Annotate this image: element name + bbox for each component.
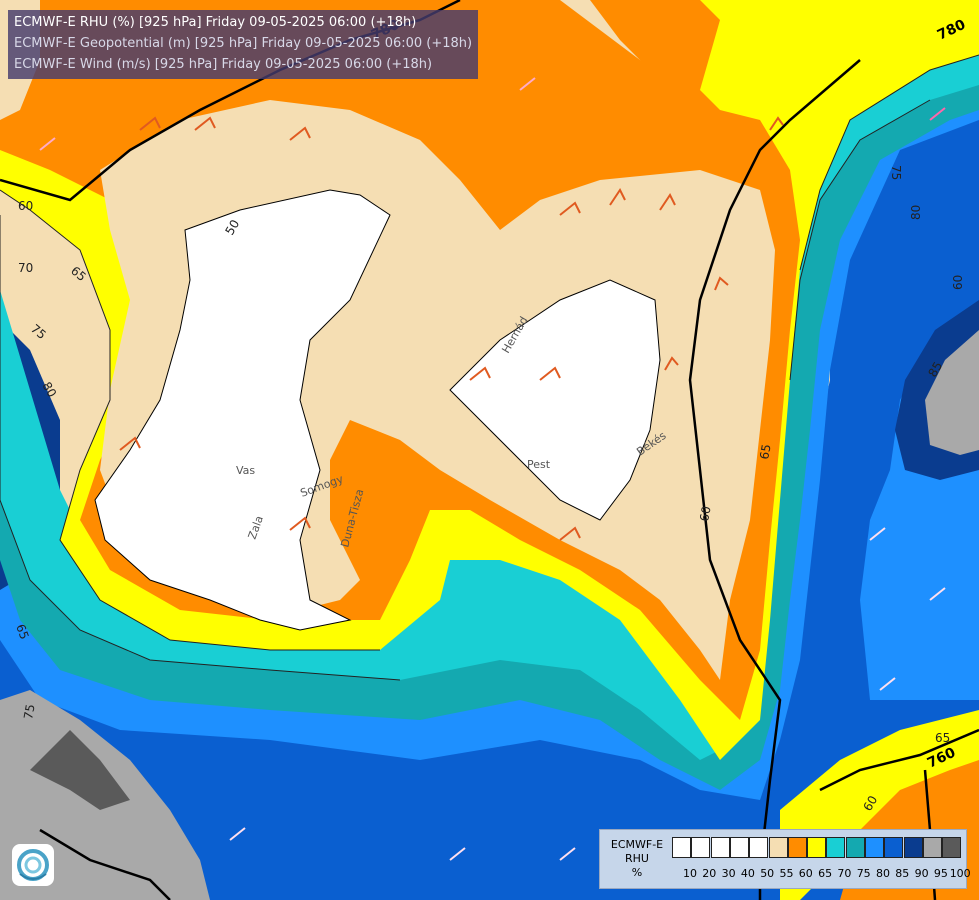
- legend-swatch: [903, 837, 923, 858]
- contour-label: 60: [951, 275, 965, 290]
- legend-tick-label: 95: [933, 867, 948, 880]
- legend-tick-label: 55: [779, 867, 794, 880]
- wind-barb: [519, 77, 536, 91]
- legend-swatch: [942, 837, 962, 858]
- contour-label: 60: [18, 199, 33, 213]
- place-label: Pest: [527, 458, 551, 471]
- layer-title-rhu[interactable]: ECMWF-E RHU (%) [925 hPa] Friday 09-05-2…: [14, 15, 417, 30]
- contour-label: 80: [39, 380, 59, 400]
- contour-label: 65: [757, 443, 773, 460]
- wind-barb: [559, 847, 576, 861]
- wind-barb: [449, 847, 466, 861]
- legend-swatch: [787, 837, 807, 858]
- contour-label: 70: [18, 261, 33, 275]
- wind-barb: [879, 677, 896, 691]
- wind-barb: [194, 116, 216, 131]
- wind-barb: [659, 193, 676, 211]
- legend-swatch: [710, 837, 730, 858]
- legend-title-line: RHU: [625, 852, 649, 865]
- legend-swatch: [884, 837, 904, 858]
- wind-barb: [714, 276, 729, 291]
- legend-swatch: [749, 837, 769, 858]
- contour-label: 75: [889, 165, 903, 180]
- legend-swatch: [922, 837, 942, 858]
- wind-barb: [539, 366, 561, 381]
- layer-title-wind[interactable]: ECMWF-E Wind (m/s) [925 hPa] Friday 09-0…: [14, 57, 433, 72]
- wind-barb: [869, 527, 886, 541]
- contour-label: 50: [222, 217, 242, 237]
- legend-tick-label: 75: [856, 867, 871, 880]
- wind-barbs: [39, 77, 946, 861]
- rhu-band-50-west: [94, 189, 391, 631]
- wind-barb: [119, 436, 141, 451]
- rhu-band-50-east: [449, 279, 661, 521]
- contour-label: 65: [13, 622, 31, 641]
- wind-barb: [559, 526, 581, 541]
- legend-title-line: %: [631, 866, 643, 879]
- app-logo[interactable]: [12, 844, 54, 886]
- legend-tick-label: 90: [914, 867, 929, 880]
- legend-tick-label: 30: [721, 867, 736, 880]
- rhu-band-60-north: [590, 0, 720, 90]
- contour-label: 60: [860, 793, 880, 813]
- place-label: Vas: [236, 464, 255, 477]
- wind-barb: [469, 366, 491, 381]
- wind-barb: [229, 827, 246, 841]
- contour-label: 65: [935, 731, 950, 745]
- legend-tick-label: 10: [683, 867, 697, 880]
- contour-label: 75: [21, 703, 37, 720]
- legend-tick-label: 65: [818, 867, 833, 880]
- legend-swatch: [865, 837, 884, 858]
- legend-tick-label: 60: [798, 867, 813, 880]
- rhu-band-100-sw: [30, 730, 130, 810]
- legend-tick-label: 20: [702, 867, 717, 880]
- legend-swatch: [807, 837, 827, 858]
- wind-barb: [929, 587, 946, 601]
- legend-swatch: [768, 837, 788, 858]
- wind-barb: [289, 516, 311, 531]
- legend-tick-label: 50: [760, 867, 775, 880]
- legend-swatch: [672, 837, 691, 858]
- rhu-contours: [0, 54, 979, 681]
- rhu-band-95-east: [925, 330, 979, 455]
- contour-label: 85: [925, 359, 945, 379]
- legend-title-line: ECMWF-E: [610, 838, 664, 851]
- legend-swatch: [691, 837, 711, 858]
- wind-barb: [609, 188, 626, 206]
- legend-tick-label: 85: [895, 867, 910, 880]
- wind-barb: [139, 116, 161, 131]
- legend-tick-label: 100: [949, 867, 971, 880]
- legend-title: ECMWF-E RHU %: [604, 838, 670, 880]
- wind-barb: [769, 116, 784, 131]
- wind-barb: [559, 201, 581, 216]
- legend-swatch: [845, 837, 865, 858]
- contour-label: 80: [909, 205, 923, 220]
- wind-barb: [664, 356, 679, 371]
- logo-icon: [17, 849, 49, 881]
- wind-barb: [289, 126, 311, 141]
- wind-barb: [39, 137, 56, 151]
- legend-swatch: [826, 837, 846, 858]
- layer-title-box: ECMWF-E RHU (%) [925 hPa] Friday 09-05-2…: [8, 10, 479, 79]
- legend-swatch: [729, 837, 749, 858]
- legend-tick-label: 70: [837, 867, 852, 880]
- layer-title-geopotential[interactable]: ECMWF-E Geopotential (m) [925 hPa] Frida…: [14, 36, 473, 51]
- legend-tick-label: 80: [876, 867, 890, 880]
- contour-label: 60: [697, 505, 713, 522]
- color-legend: ECMWF-E RHU % 10 20 30 40 50 55 60 65 70 75 80 85 90…: [599, 829, 971, 889]
- wind-barb: [929, 107, 946, 121]
- legend-tick-label: 40: [740, 867, 755, 880]
